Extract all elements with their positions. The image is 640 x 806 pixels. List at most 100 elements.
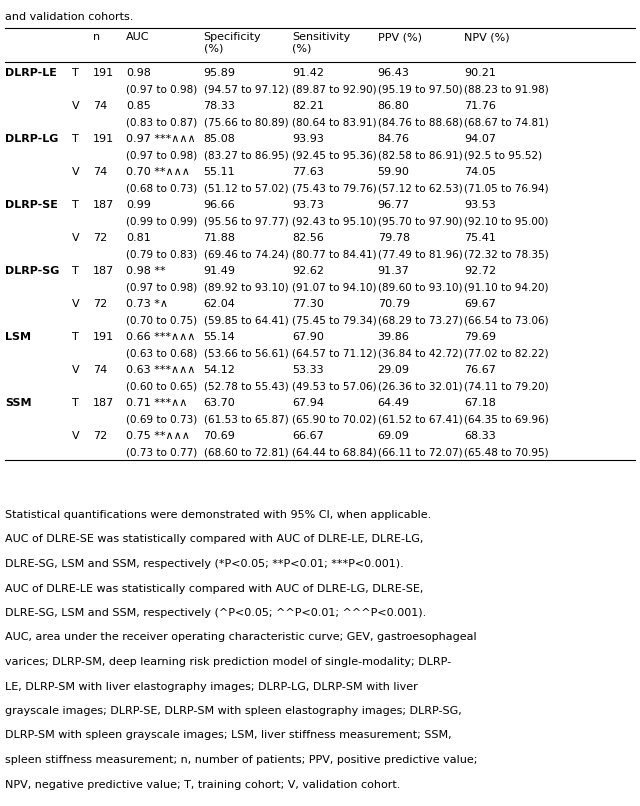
Text: (0.83 to 0.87): (0.83 to 0.87) xyxy=(126,118,197,127)
Text: and validation cohorts.: and validation cohorts. xyxy=(5,12,134,22)
Text: 191: 191 xyxy=(93,68,114,78)
Text: DLRP-LE: DLRP-LE xyxy=(5,68,57,78)
Text: (0.70 to 0.75): (0.70 to 0.75) xyxy=(126,315,197,326)
Text: 92.72: 92.72 xyxy=(464,266,496,276)
Text: (65.90 to 70.02): (65.90 to 70.02) xyxy=(292,414,376,425)
Text: (75.45 to 79.34): (75.45 to 79.34) xyxy=(292,315,376,326)
Text: 39.86: 39.86 xyxy=(378,332,410,342)
Text: (0.63 to 0.68): (0.63 to 0.68) xyxy=(126,348,197,359)
Text: 75.41: 75.41 xyxy=(464,233,496,243)
Text: V: V xyxy=(72,167,79,177)
Text: 67.94: 67.94 xyxy=(292,398,324,408)
Text: n: n xyxy=(93,32,100,42)
Text: (53.66 to 56.61): (53.66 to 56.61) xyxy=(204,348,288,359)
Text: (0.79 to 0.83): (0.79 to 0.83) xyxy=(126,250,197,260)
Text: T: T xyxy=(72,332,79,342)
Text: (64.44 to 68.84): (64.44 to 68.84) xyxy=(292,447,376,458)
Text: (92.43 to 95.10): (92.43 to 95.10) xyxy=(292,217,376,226)
Text: (77.49 to 81.96): (77.49 to 81.96) xyxy=(378,250,462,260)
Text: 0.99: 0.99 xyxy=(126,200,151,210)
Text: (91.07 to 94.10): (91.07 to 94.10) xyxy=(292,282,376,293)
Text: AUC, area under the receiver operating characteristic curve; GEV, gastroesophage: AUC, area under the receiver operating c… xyxy=(5,633,477,642)
Text: 71.88: 71.88 xyxy=(204,233,236,243)
Text: 90.21: 90.21 xyxy=(464,68,496,78)
Text: NPV (%): NPV (%) xyxy=(464,32,509,42)
Text: 72: 72 xyxy=(93,299,107,309)
Text: (61.53 to 65.87): (61.53 to 65.87) xyxy=(204,414,288,425)
Text: 68.33: 68.33 xyxy=(464,431,496,441)
Text: (88.23 to 91.98): (88.23 to 91.98) xyxy=(464,85,548,94)
Text: (89.87 to 92.90): (89.87 to 92.90) xyxy=(292,85,376,94)
Text: (74.11 to 79.20): (74.11 to 79.20) xyxy=(464,381,548,392)
Text: (0.97 to 0.98): (0.97 to 0.98) xyxy=(126,151,197,160)
Text: (91.10 to 94.20): (91.10 to 94.20) xyxy=(464,282,548,293)
Text: AUC: AUC xyxy=(126,32,150,42)
Text: 79.78: 79.78 xyxy=(378,233,410,243)
Text: (52.78 to 55.43): (52.78 to 55.43) xyxy=(204,381,288,392)
Text: T: T xyxy=(72,200,79,210)
Text: 82.21: 82.21 xyxy=(292,101,324,111)
Text: (80.77 to 84.41): (80.77 to 84.41) xyxy=(292,250,376,260)
Text: (68.29 to 73.27): (68.29 to 73.27) xyxy=(378,315,462,326)
Text: (59.85 to 64.41): (59.85 to 64.41) xyxy=(204,315,288,326)
Text: (71.05 to 76.94): (71.05 to 76.94) xyxy=(464,184,548,193)
Text: 92.62: 92.62 xyxy=(292,266,324,276)
Text: 55.11: 55.11 xyxy=(204,167,235,177)
Text: DLRP-LG: DLRP-LG xyxy=(5,134,58,144)
Text: 82.56: 82.56 xyxy=(292,233,324,243)
Text: DLRP-SG: DLRP-SG xyxy=(5,266,60,276)
Text: (83.27 to 86.95): (83.27 to 86.95) xyxy=(204,151,288,160)
Text: 0.70 **∧∧∧: 0.70 **∧∧∧ xyxy=(126,167,190,177)
Text: (0.73 to 0.77): (0.73 to 0.77) xyxy=(126,447,197,458)
Text: (49.53 to 57.06): (49.53 to 57.06) xyxy=(292,381,376,392)
Text: 77.63: 77.63 xyxy=(292,167,324,177)
Text: V: V xyxy=(72,365,79,375)
Text: 0.71 ***∧∧: 0.71 ***∧∧ xyxy=(126,398,188,408)
Text: (0.97 to 0.98): (0.97 to 0.98) xyxy=(126,282,197,293)
Text: (68.60 to 72.81): (68.60 to 72.81) xyxy=(204,447,288,458)
Text: 0.85: 0.85 xyxy=(126,101,151,111)
Text: 72: 72 xyxy=(93,431,107,441)
Text: 29.09: 29.09 xyxy=(378,365,410,375)
Text: (66.54 to 73.06): (66.54 to 73.06) xyxy=(464,315,548,326)
Text: DLRP-SM with spleen grayscale images; LSM, liver stiffness measurement; SSM,: DLRP-SM with spleen grayscale images; LS… xyxy=(5,730,452,741)
Text: (0.68 to 0.73): (0.68 to 0.73) xyxy=(126,184,197,193)
Text: (66.11 to 72.07): (66.11 to 72.07) xyxy=(378,447,462,458)
Text: (77.02 to 82.22): (77.02 to 82.22) xyxy=(464,348,548,359)
Text: 96.66: 96.66 xyxy=(204,200,236,210)
Text: DLRP-SE: DLRP-SE xyxy=(5,200,58,210)
Text: 91.42: 91.42 xyxy=(292,68,324,78)
Text: V: V xyxy=(72,299,79,309)
Text: 0.73 *∧: 0.73 *∧ xyxy=(126,299,168,309)
Text: 94.07: 94.07 xyxy=(464,134,496,144)
Text: (0.97 to 0.98): (0.97 to 0.98) xyxy=(126,85,197,94)
Text: (84.76 to 88.68): (84.76 to 88.68) xyxy=(378,118,462,127)
Text: 187: 187 xyxy=(93,398,114,408)
Text: grayscale images; DLRP-SE, DLRP-SM with spleen elastography images; DLRP-SG,: grayscale images; DLRP-SE, DLRP-SM with … xyxy=(5,706,462,716)
Text: 70.69: 70.69 xyxy=(204,431,236,441)
Text: 0.98 **: 0.98 ** xyxy=(126,266,166,276)
Text: 191: 191 xyxy=(93,134,114,144)
Text: 91.37: 91.37 xyxy=(378,266,410,276)
Text: LSM: LSM xyxy=(5,332,31,342)
Text: 0.97 ***∧∧∧: 0.97 ***∧∧∧ xyxy=(126,134,196,144)
Text: 85.08: 85.08 xyxy=(204,134,236,144)
Text: 71.76: 71.76 xyxy=(464,101,496,111)
Text: 62.04: 62.04 xyxy=(204,299,236,309)
Text: 93.73: 93.73 xyxy=(292,200,324,210)
Text: (95.56 to 97.77): (95.56 to 97.77) xyxy=(204,217,288,226)
Text: Specificity
(%): Specificity (%) xyxy=(204,32,261,54)
Text: 70.79: 70.79 xyxy=(378,299,410,309)
Text: (89.60 to 93.10): (89.60 to 93.10) xyxy=(378,282,462,293)
Text: 54.12: 54.12 xyxy=(204,365,236,375)
Text: (68.67 to 74.81): (68.67 to 74.81) xyxy=(464,118,548,127)
Text: 0.63 ***∧∧∧: 0.63 ***∧∧∧ xyxy=(126,365,195,375)
Text: (75.43 to 79.76): (75.43 to 79.76) xyxy=(292,184,376,193)
Text: (69.46 to 74.24): (69.46 to 74.24) xyxy=(204,250,288,260)
Text: (64.35 to 69.96): (64.35 to 69.96) xyxy=(464,414,548,425)
Text: SSM: SSM xyxy=(5,398,31,408)
Text: 79.69: 79.69 xyxy=(464,332,496,342)
Text: 0.75 **∧∧∧: 0.75 **∧∧∧ xyxy=(126,431,190,441)
Text: (64.57 to 71.12): (64.57 to 71.12) xyxy=(292,348,376,359)
Text: (94.57 to 97.12): (94.57 to 97.12) xyxy=(204,85,288,94)
